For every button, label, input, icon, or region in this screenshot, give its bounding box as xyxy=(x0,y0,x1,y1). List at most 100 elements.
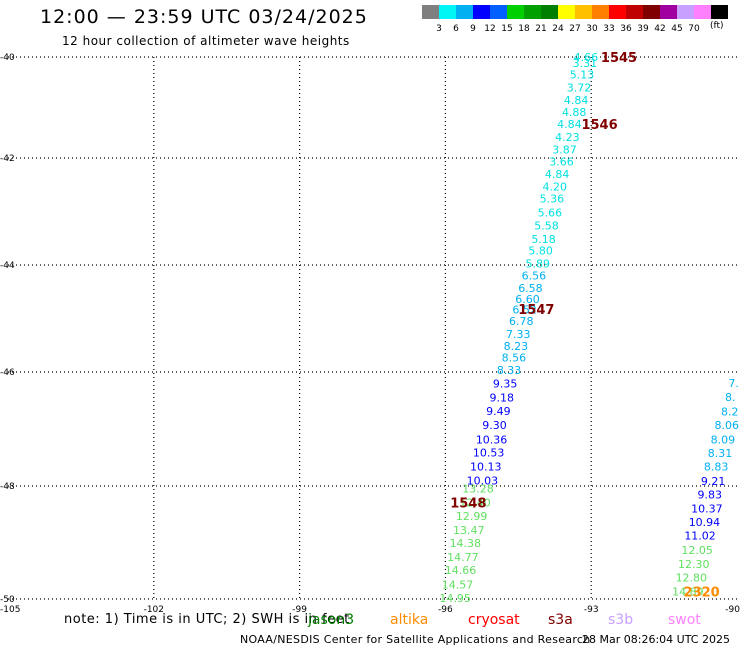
wave-height-label: 10.53 xyxy=(473,446,505,459)
data-marks: 4.663.315.133.724.844.884.844.233.873.66… xyxy=(439,51,739,605)
time-label: 1546 xyxy=(581,118,617,133)
wave-height-label: 7. xyxy=(728,377,739,390)
wave-height-label: 5.66 xyxy=(538,207,563,220)
wave-height-label: 12.05 xyxy=(681,544,713,557)
wave-height-label: 5.58 xyxy=(534,219,559,232)
time-label: 2320 xyxy=(684,586,720,601)
wave-height-label: 5.13 xyxy=(570,69,595,82)
wave-height-label: 4.88 xyxy=(562,106,587,119)
satellite-legend-jason3: jason3 xyxy=(308,612,355,628)
colorbar-swatch xyxy=(711,5,728,19)
wave-height-label: 5.18 xyxy=(531,233,556,246)
wave-height-label: 10.03 xyxy=(467,474,499,487)
wave-height-label: 14.77 xyxy=(447,551,479,564)
colorbar-swatch xyxy=(439,5,456,19)
wave-height-label: 3.72 xyxy=(567,81,592,94)
legend-note: note: 1) Time is in UTC; 2) SWH is in fe… xyxy=(64,612,350,627)
chart-subtitle: 12 hour collection of altimeter wave hei… xyxy=(62,34,350,48)
wave-height-label: 8.2 xyxy=(721,405,739,418)
y-tick-label: -48 xyxy=(0,482,15,492)
wave-height-label: 8.09 xyxy=(711,433,736,446)
x-tick-label: -96 xyxy=(438,605,453,615)
wave-height-label: 10.36 xyxy=(476,433,508,446)
time-label: 1547 xyxy=(518,303,554,318)
wave-height-label: 3.87 xyxy=(552,143,577,156)
wave-height-label: 3.66 xyxy=(549,156,574,169)
wave-height-label: 10.13 xyxy=(470,461,502,474)
y-tick-label: -46 xyxy=(0,368,15,378)
wave-height-label: 14.89 xyxy=(672,586,704,599)
wave-height-label: 10.94 xyxy=(689,516,721,529)
wave-height-label: 12.30 xyxy=(678,558,710,571)
wave-height-label: 6.56 xyxy=(522,270,547,283)
wave-height-label: 9.18 xyxy=(490,392,515,405)
colorbar-tick-label: 9 xyxy=(470,24,476,34)
colorbar-unit: (ft) xyxy=(710,21,724,31)
colorbar-tick-label: 15 xyxy=(501,24,512,34)
colorbar-tick-label: 18 xyxy=(518,24,530,34)
colorbar-swatch xyxy=(456,5,473,19)
wave-height-label: 12.80 xyxy=(676,572,708,585)
wave-height-label: 10.37 xyxy=(691,503,723,516)
footer-timestamp: 28 Mar 08:26:04 UTC 2025 xyxy=(582,633,730,646)
grid xyxy=(8,56,737,600)
wave-height-label: 4.20 xyxy=(543,180,568,193)
wave-height-label: 6.78 xyxy=(509,315,534,328)
colorbar-tick-label: 12 xyxy=(484,24,495,34)
colorbar-tick-label: 33 xyxy=(603,24,614,34)
satellite-legend-s3a: s3a xyxy=(548,612,573,628)
wave-height-label: 9.83 xyxy=(698,488,723,501)
x-tick-label: -105 xyxy=(0,605,20,615)
colorbar-swatch xyxy=(490,5,507,19)
satellite-legend-cryosat: cryosat xyxy=(468,612,520,628)
wave-height-label: 4.23 xyxy=(555,131,580,144)
wave-height-label: 14.95 xyxy=(439,592,471,605)
wave-height-label: 8.06 xyxy=(715,419,740,432)
time-label: 1545 xyxy=(601,51,637,66)
x-tick-label: -102 xyxy=(144,605,164,615)
wave-height-label: 7.33 xyxy=(506,328,531,341)
colorbar-swatch xyxy=(694,5,711,19)
wave-height-label: 4.84 xyxy=(564,94,589,107)
colorbar-swatch xyxy=(660,5,677,19)
wave-height-label: 4.84 xyxy=(557,118,582,131)
axis-ticks: -105 -102 -99 -96 -93 -90 -40 -42 -44 -46 -48 -50 xyxy=(0,53,740,615)
colorbar-swatch xyxy=(677,5,694,19)
x-tick-label: -90 xyxy=(725,605,740,615)
colorbar-swatch xyxy=(643,5,660,19)
colorbar-tick-label: 21 xyxy=(535,24,546,34)
wave-height-label: 8.23 xyxy=(504,340,529,353)
colorbar-swatch xyxy=(558,5,575,19)
wave-height-label: 6.60 xyxy=(515,293,540,306)
colorbar-swatch xyxy=(626,5,643,19)
colorbar-tick-label: 27 xyxy=(569,24,580,34)
time-label: 1548 xyxy=(450,496,486,511)
colorbar-swatch xyxy=(592,5,609,19)
wave-height-label: 12.99 xyxy=(456,510,488,523)
colorbar: 3 6 9 12 15 18 21 24 27 30 33 36 39 42 45 70 xyxy=(422,5,728,34)
colorbar-swatch xyxy=(541,5,558,19)
colorbar-tick-label: 70 xyxy=(688,24,700,34)
satellite-legend-s3b: s3b xyxy=(608,612,634,628)
x-tick-label: -93 xyxy=(584,605,599,615)
wave-height-label: 8.56 xyxy=(502,352,527,365)
wave-height-label: 4.84 xyxy=(545,168,570,181)
colorbar-tick-label: 3 xyxy=(436,24,442,34)
colorbar-swatch xyxy=(524,5,541,19)
wave-height-label: 9.21 xyxy=(701,475,726,488)
colorbar-swatch xyxy=(422,5,439,19)
wave-height-label: 14.57 xyxy=(442,578,474,591)
chart-title: 12:00 — 23:59 UTC 03/24/2025 xyxy=(40,6,368,28)
wave-height-label: 8.33 xyxy=(497,364,522,377)
colorbar-tick-label: 45 xyxy=(671,24,682,34)
colorbar-tick-label: 36 xyxy=(620,24,632,34)
colorbar-tick-label: 6 xyxy=(453,24,459,34)
wave-height-label: 6.52 xyxy=(512,303,537,316)
wave-height-label: 9.49 xyxy=(486,405,511,418)
satellite-legend-altika: altika xyxy=(390,612,429,628)
footer-credit: NOAA/NESDIS Center for Satellite Applica… xyxy=(240,633,591,646)
y-tick-label: -50 xyxy=(0,595,15,605)
colorbar-tick-label: 24 xyxy=(552,24,564,34)
wave-height-label: 12.40 xyxy=(459,496,491,509)
